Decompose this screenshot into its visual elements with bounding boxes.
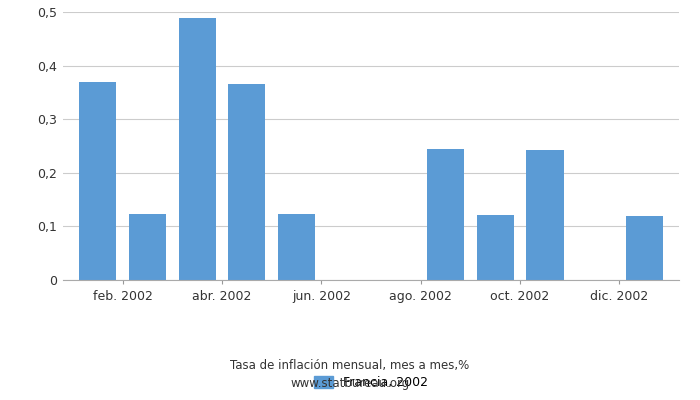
Text: Tasa de inflación mensual, mes a mes,%: Tasa de inflación mensual, mes a mes,% [230, 360, 470, 372]
Bar [526, 150, 564, 280]
Bar [79, 82, 116, 280]
Bar [427, 149, 464, 280]
Bar [477, 215, 514, 280]
Bar [129, 214, 166, 280]
Bar [626, 216, 663, 280]
Bar [228, 84, 265, 280]
Bar [278, 214, 315, 280]
Text: www.statbureau.org: www.statbureau.org [290, 378, 410, 390]
Legend: Francia, 2002: Francia, 2002 [309, 371, 433, 394]
Bar [178, 18, 216, 280]
